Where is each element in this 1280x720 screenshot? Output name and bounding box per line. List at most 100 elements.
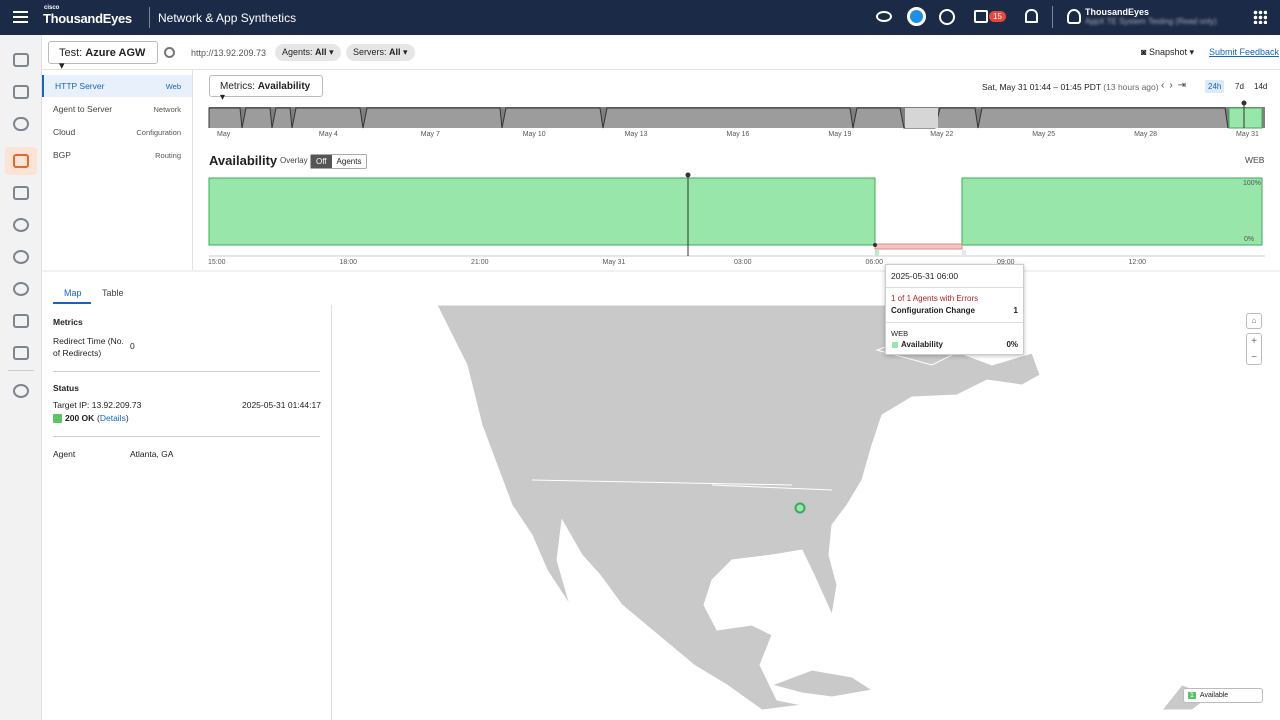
agent-marker[interactable] <box>794 502 806 514</box>
timeline-label: May 31 <box>1236 131 1259 138</box>
x-label: 12:00 <box>1128 259 1147 266</box>
caribbean <box>770 669 874 698</box>
x-label: May 31 <box>602 259 626 266</box>
cisco: cisco <box>44 5 60 11</box>
agents-filter[interactable]: Agents: All ▾ <box>275 44 341 61</box>
redirect-label: Redirect Time (No. of Redirects) <box>53 336 124 358</box>
north-america <box>436 305 1041 710</box>
time-range: Sat, May 31 01:44 – 01:45 PDT (13 hours … <box>982 82 1159 92</box>
error-band <box>874 243 963 250</box>
user-icon[interactable] <box>1067 9 1081 24</box>
tip-section: WEB <box>891 329 909 338</box>
legend-count: 1 <box>1188 692 1196 699</box>
overlay-toggle[interactable]: Off Agents <box>310 154 368 169</box>
layer-row[interactable]: BGP Routing <box>42 144 192 166</box>
time-nav[interactable]: ‹›⇥ <box>1161 80 1192 91</box>
url: http://13.92.209.73 <box>191 48 267 58</box>
tooltip: 2025-05-31 06:00 1 of 1 Agents with Erro… <box>885 264 1024 355</box>
test-select[interactable]: Test: Azure AGW ▾ <box>48 41 158 72</box>
test-name: Azure AGW <box>85 47 146 59</box>
header: cisco ThousandEyes Network & App Synthet… <box>0 0 1280 35</box>
timeline-label: May 22 <box>930 131 954 138</box>
layer-name: HTTP Server <box>55 81 105 91</box>
map-zoom[interactable]: + − <box>1246 333 1262 365</box>
agents-label: Agents: <box>282 47 313 57</box>
range-button[interactable]: 7d <box>1235 82 1244 91</box>
map-legend: 1 Available <box>1183 688 1263 703</box>
help-icon[interactable] <box>939 9 955 25</box>
layer-group: Web <box>165 82 181 91</box>
map-home[interactable]: ⌂ <box>1246 313 1262 329</box>
layer-row[interactable]: HTTP Server Web <box>42 75 192 97</box>
layer-group: Routing <box>155 151 181 160</box>
x-label: 21:00 <box>471 259 489 266</box>
alerts-icon[interactable] <box>974 10 988 23</box>
layer-name: BGP <box>53 150 71 160</box>
timeline-label: May 7 <box>420 131 440 138</box>
tab-map[interactable]: Map <box>64 288 82 298</box>
tip-metric: Availability <box>901 340 943 349</box>
feedback[interactable]: Submit Feedback <box>1209 47 1280 57</box>
timeline-area <box>208 107 1229 129</box>
target: Target IP: 13.92.209.73 <box>53 400 142 410</box>
layer-row[interactable]: Agent to Server Network <box>42 98 192 120</box>
test-label: Test: <box>59 47 83 59</box>
product: Network & App Synthetics <box>158 11 297 25</box>
layer-group: Network <box>153 105 181 114</box>
menu[interactable] <box>13 11 28 13</box>
details-link[interactable]: Details <box>99 413 126 423</box>
tab-table[interactable]: Table <box>102 288 124 298</box>
layer-row[interactable]: Cloud Configuration <box>42 121 192 143</box>
tip-row-label: Configuration Change <box>891 306 975 315</box>
settings[interactable] <box>164 47 175 58</box>
chart-tag: WEB <box>1245 155 1265 165</box>
y-bottom: 0% <box>1244 236 1255 243</box>
toggle-off[interactable]: Off <box>311 155 332 168</box>
eye-icon[interactable] <box>876 11 892 22</box>
tip-errors: 1 of 1 Agents with Errors <box>891 294 979 303</box>
y-top: 100% <box>1243 180 1261 187</box>
layer-name: Cloud <box>53 127 76 137</box>
x-label: 18:00 <box>339 259 358 266</box>
servers-value: All <box>389 47 401 57</box>
time-relative: (13 hours ago) <box>1103 82 1159 92</box>
sidebar <box>0 35 42 720</box>
redirect-value: 0 <box>130 341 135 351</box>
tip-metric-value: 0% <box>1006 340 1018 349</box>
layer-name: Agent to Server <box>53 104 113 114</box>
status-heading: Status <box>53 383 79 393</box>
apps[interactable] <box>1253 10 1267 24</box>
status-code: 200 OK <box>65 413 95 423</box>
layer-group: Configuration <box>136 128 181 137</box>
tip-time: 2025-05-31 06:00 <box>891 271 959 281</box>
x-label: 03:00 <box>734 259 752 266</box>
map <box>436 305 1214 710</box>
timestamp: 2025-05-31 01:44:17 <box>242 400 321 410</box>
metrics-select[interactable]: Metrics: Availability ▾ <box>209 75 323 103</box>
timeline-gap <box>905 108 938 128</box>
range-button[interactable]: 24h <box>1205 80 1225 93</box>
chart-title: Availability <box>209 153 278 168</box>
tip-row-value: 1 <box>1013 306 1018 315</box>
details[interactable]: (Details) <box>97 413 129 423</box>
user-sub: AppX TE System Testing (Read only) <box>1085 17 1217 26</box>
bell[interactable] <box>1025 9 1038 23</box>
x-label: 15:00 <box>208 259 226 266</box>
timeline-label: May <box>217 131 231 138</box>
timeline-label: May 19 <box>828 131 852 138</box>
agents-value: All <box>315 47 327 57</box>
servers-filter[interactable]: Servers: All ▾ <box>346 44 415 61</box>
availability-area <box>208 177 876 246</box>
servers-label: Servers: <box>353 47 387 57</box>
agent-value: Atlanta, GA <box>130 449 174 459</box>
timeline-label: May 25 <box>1032 131 1056 138</box>
range-button[interactable]: 14d <box>1254 82 1268 91</box>
toggle-agents[interactable]: Agents <box>336 157 362 166</box>
metrics-heading: Metrics <box>53 317 83 327</box>
snapshot[interactable]: ◙ Snapshot ▾ <box>1141 47 1194 57</box>
timeline-label: May 28 <box>1134 131 1158 138</box>
timeline-label: May 4 <box>318 131 338 138</box>
assistant-icon[interactable] <box>907 7 926 26</box>
badge: 15 <box>989 11 1006 22</box>
metrics-label: Metrics: <box>220 81 255 92</box>
